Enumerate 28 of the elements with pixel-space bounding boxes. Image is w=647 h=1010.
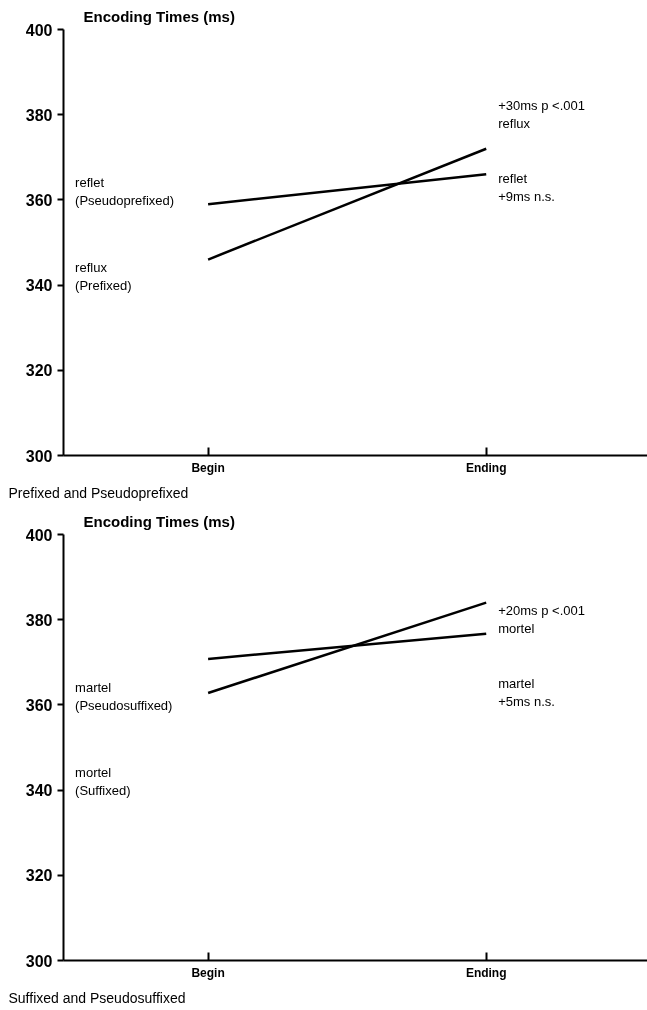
annotation: martel (Pseudosuffixed) — [75, 679, 173, 713]
chart-title: Encoding Times (ms) — [83, 7, 235, 25]
y-tick-label: 340 — [25, 782, 53, 800]
y-tick-label: 340 — [25, 277, 53, 295]
annotation: reflux (Prefixed) — [75, 260, 132, 294]
y-tick-label: 320 — [25, 867, 53, 885]
text: Prefixed and Pseudoprefixed — [8, 484, 189, 501]
y-tick-label: 360 — [25, 191, 53, 209]
annotation: +20ms p <.001 mortel — [498, 603, 585, 637]
y-tick-label: 380 — [25, 611, 53, 629]
y-tick-label: 400 — [25, 526, 53, 544]
chart-title: Encoding Times (ms) — [83, 512, 235, 530]
y-tick-label: 360 — [25, 696, 53, 714]
y-tick-label: 300 — [25, 952, 53, 970]
y-tick-label: 320 — [25, 362, 53, 380]
x-tick-label: Begin — [191, 965, 225, 980]
annotation: reflet +9ms n.s. — [498, 170, 555, 204]
x-tick-label: Ending — [465, 460, 507, 475]
y-tick-label: 400 — [25, 21, 53, 39]
annotation: reflet (Pseudoprefixed) — [75, 174, 175, 208]
text: Suffixed and Pseudosuffixed — [8, 989, 186, 1006]
y-tick-label: 300 — [25, 447, 53, 465]
annotation: mortel (Suffixed) — [75, 765, 131, 799]
annotation: +30ms p <.001 reflux — [498, 98, 585, 132]
annotation: martel +5ms n.s. — [498, 675, 555, 709]
y-tick-label: 380 — [25, 106, 53, 124]
x-tick-label: Begin — [191, 460, 225, 475]
x-tick-label: Ending — [465, 965, 507, 980]
